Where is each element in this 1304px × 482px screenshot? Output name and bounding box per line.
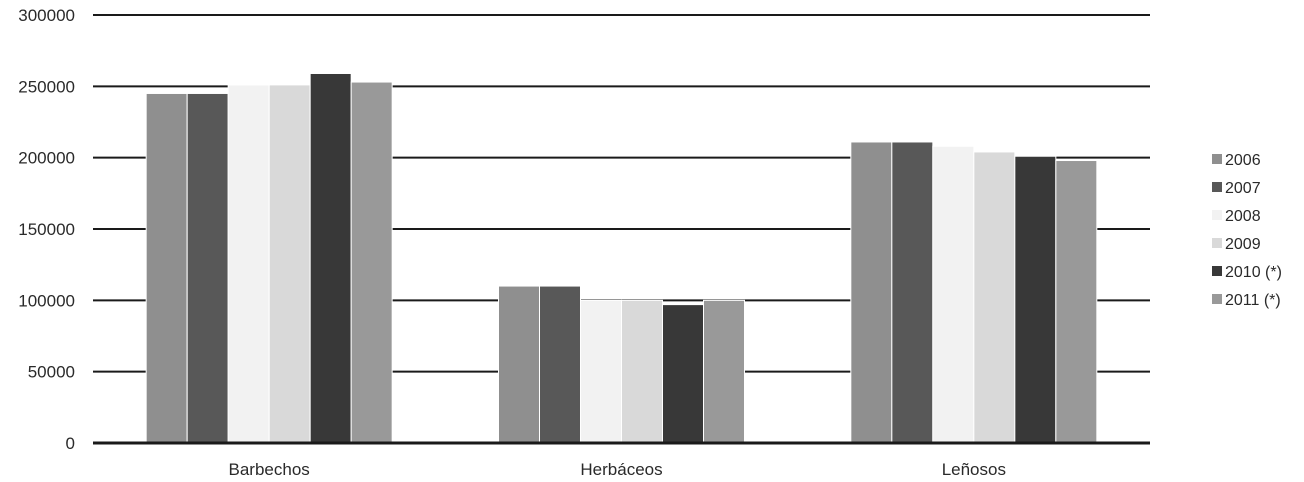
bar [932,145,975,444]
bar [891,141,934,444]
bar [621,299,663,444]
y-tick-label: 200000 [18,149,75,168]
y-tick-label: 50000 [28,363,75,382]
y-axis-ticks: 0 50000 100000 150000 200000 250000 300000 [18,6,75,453]
bar [662,304,704,444]
legend-swatch [1212,294,1222,304]
x-axis-categories: Barbechos Herbáceos Leñosos [229,460,1006,479]
bar [498,285,540,444]
bar [145,92,188,444]
bars [145,72,1098,444]
legend-swatch [1212,154,1222,164]
legend-swatch [1212,266,1222,276]
legend-swatch [1212,182,1222,192]
bar [350,81,393,444]
legend-label: 2009 [1225,236,1261,253]
bar [850,141,893,444]
y-tick-label: 150000 [18,220,75,239]
bar [227,84,270,444]
bar [268,84,311,444]
y-tick-label: 100000 [18,291,75,310]
y-tick-label: 300000 [18,6,75,25]
bar [703,299,745,444]
legend: 2006 2007 2008 2009 2010 (*) 2011 (*) [1212,152,1282,309]
bar [309,72,352,444]
legend-swatch [1212,238,1222,248]
y-tick-label: 0 [66,434,75,453]
legend-swatch [1212,210,1222,220]
bar [539,285,581,444]
x-category-label: Leñosos [942,460,1006,479]
bar [973,151,1016,444]
x-category-label: Barbechos [229,460,310,479]
legend-label: 2010 (*) [1225,264,1282,281]
bar [186,92,229,444]
legend-label: 2008 [1225,208,1261,225]
bar [1014,155,1057,444]
bar [580,299,622,444]
legend-label: 2006 [1225,152,1261,169]
bar [1055,160,1098,444]
legend-label: 2011 (*) [1225,292,1281,309]
legend-label: 2007 [1225,180,1261,197]
y-tick-label: 250000 [18,77,75,96]
x-category-label: Herbáceos [580,460,662,479]
